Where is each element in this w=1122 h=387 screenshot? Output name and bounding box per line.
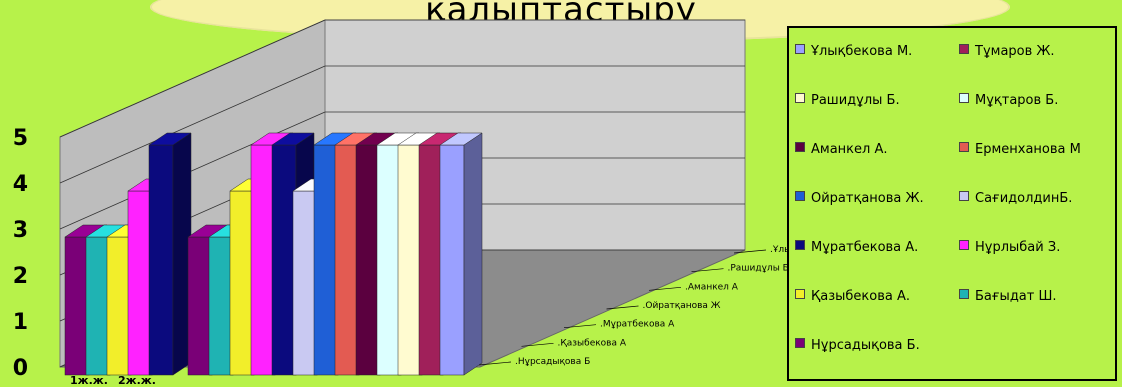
legend-swatch [959, 93, 969, 103]
legend-swatch [795, 240, 805, 250]
legend-label: Бағыдат Ш. [975, 289, 1057, 304]
bar-front [187, 236, 213, 376]
legend-item: Нұрсадықова Б. [795, 338, 920, 353]
chart-legend: Ұлықбекова М. Тұмаров Ж. Рашидұлы Б. Мұқтар… [787, 26, 1117, 381]
legend-item: Ұлықбекова М. [795, 44, 912, 59]
bar-front [106, 236, 132, 376]
x-tick-label: 2ж.ж. [118, 374, 156, 387]
depth-tick-label: .Ойратқанова Ж [643, 301, 721, 311]
depth-tick [478, 361, 512, 366]
legend-item: СағидолдинБ. [959, 191, 1072, 206]
legend-label: Аманкел А. [811, 142, 888, 157]
bar-front [85, 236, 111, 376]
legend-swatch [795, 44, 805, 54]
legend-swatch [795, 289, 805, 299]
bar-front [355, 144, 381, 376]
legend-label: Нұрлыбай З. [975, 240, 1061, 255]
legend-swatch [795, 338, 805, 348]
depth-tick [733, 249, 767, 254]
x-tick-label: 1ж.ж. [70, 374, 108, 387]
bar-front [127, 190, 153, 376]
depth-tick [521, 342, 554, 347]
legend-item: Қазыбекова А. [795, 289, 910, 304]
gridline-left [59, 111, 326, 230]
bar-front [313, 144, 339, 376]
bar-front [64, 236, 90, 376]
bar-front [250, 144, 276, 376]
legend-item: Аманкел А. [795, 142, 887, 157]
bar-front [439, 144, 465, 376]
bar-side [463, 132, 483, 376]
legend-item: Тұмаров Ж. [959, 44, 1055, 59]
bar [439, 132, 483, 376]
legend-item: Мұратбекова А. [795, 240, 918, 255]
depth-tick [648, 286, 682, 291]
legend-label: Нұрсадықова Б. [811, 338, 920, 353]
legend-swatch [795, 191, 805, 201]
legend-label: Ұлықбекова М. [811, 44, 913, 59]
depth-tick [691, 268, 724, 273]
depth-tick-label: .Аманкел А [685, 282, 739, 292]
bar-front [148, 144, 174, 376]
gridline-left [59, 19, 326, 138]
legend-label: Рашидұлы Б. [811, 93, 900, 108]
depth-axis-ticks: .Нұрсадықова Б .Қазыбекова А .Мұратбекова … [478, 245, 790, 367]
y-axis-ticks: 0 1 2 3 4 5 [13, 126, 28, 381]
legend-label: Ерменханова М [975, 142, 1081, 157]
legend-label: Қазыбекова А. [811, 289, 910, 304]
bar-front [397, 144, 423, 376]
depth-tick-label: .Рашидұлы Б [728, 264, 789, 274]
bar-top [271, 132, 315, 146]
legend-swatch [959, 240, 969, 250]
depth-tick-label: .Мұратбекова А [600, 320, 675, 330]
y-tick-label: 0 [13, 356, 28, 381]
depth-tick [563, 324, 597, 329]
bar-front [229, 190, 255, 376]
gridline-left [59, 65, 326, 184]
bar-front [292, 190, 318, 376]
bar-top [148, 132, 192, 146]
bar-front [418, 144, 444, 376]
bar-chart-3d: 0 1 2 3 4 5 1ж.ж. 2ж.ж. .Нұрсадықова Б .Қазыбек… [13, 19, 790, 387]
bar-front [334, 144, 360, 376]
legend-label: Мұқтаров Б. [975, 93, 1059, 108]
legend-swatch [795, 142, 805, 152]
bar-top [439, 132, 483, 146]
legend-item: Бағыдат Ш. [959, 289, 1057, 304]
legend-label: Мұратбекова А. [811, 240, 919, 255]
x-axis-ticks: 1ж.ж. 2ж.ж. [70, 374, 156, 387]
legend-swatch [795, 93, 805, 103]
legend-swatch [959, 191, 969, 201]
legend-swatch [959, 142, 969, 152]
legend-item: Мұқтаров Б. [959, 93, 1058, 108]
bar-front [376, 144, 402, 376]
legend-item: Ерменханова М [959, 142, 1081, 157]
depth-tick [606, 305, 639, 310]
depth-tick-label: .Ұлықбекова М [770, 245, 790, 255]
y-tick-label: 3 [13, 218, 28, 243]
bar-front [271, 144, 297, 376]
legend-swatch [959, 289, 969, 299]
legend-item: Рашидұлы Б. [795, 93, 900, 108]
bar-front [208, 236, 234, 376]
bar [148, 132, 192, 376]
depth-tick-label: .Нұрсадықова Б [515, 357, 590, 367]
chart-bars [64, 132, 483, 376]
legend-item: Ойратқанова Ж. [795, 191, 924, 206]
legend-label: Тұмаров Ж. [975, 44, 1055, 59]
y-tick-label: 1 [13, 310, 28, 335]
y-tick-label: 4 [13, 172, 28, 197]
depth-tick-label: .Қазыбекова А [558, 338, 627, 348]
legend-label: Ойратқанова Ж. [811, 191, 924, 206]
y-tick-label: 2 [13, 264, 28, 289]
legend-swatch [959, 44, 969, 54]
legend-label: СағидолдинБ. [975, 191, 1073, 206]
y-tick-label: 5 [13, 126, 28, 151]
legend-item: Нұрлыбай З. [959, 240, 1060, 255]
